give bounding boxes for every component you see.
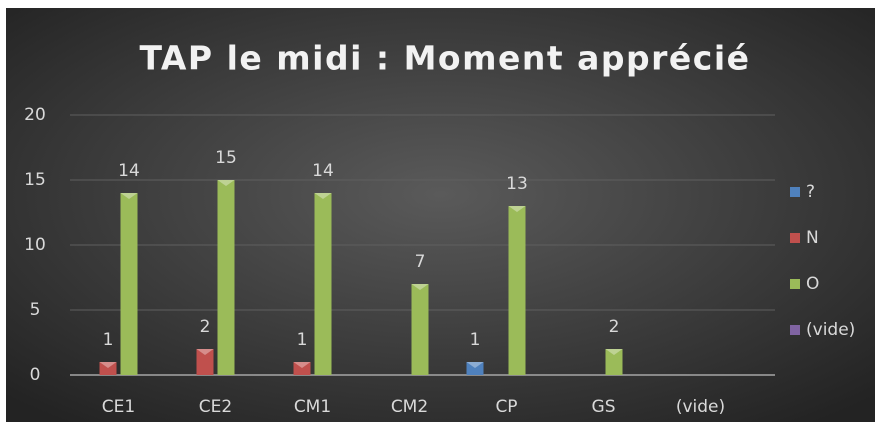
legend-label: ? [806, 182, 815, 202]
legend-label: O [806, 274, 819, 294]
legend-swatch [790, 325, 800, 335]
data-label: 1 [470, 330, 481, 350]
data-label: 2 [609, 317, 620, 337]
bar [411, 284, 429, 375]
x-tick-label: CE2 [199, 397, 232, 417]
bar [99, 362, 117, 375]
data-label: 1 [103, 330, 114, 350]
x-tick-label: CM2 [391, 397, 428, 417]
legend-label: (vide) [806, 320, 855, 340]
data-label: 2 [200, 317, 211, 337]
y-tick-label: 10 [24, 235, 46, 255]
legend-label: N [806, 228, 819, 248]
bar-bevel [508, 206, 526, 212]
bar-bevel [466, 362, 484, 368]
y-tick-label: 15 [24, 170, 46, 190]
y-tick-label: 20 [24, 105, 46, 125]
x-tick-label: (vide) [676, 397, 725, 417]
bar [217, 180, 235, 375]
legend-swatch [790, 187, 800, 197]
data-label: 14 [118, 161, 140, 181]
bar-bevel [196, 349, 214, 355]
data-label: 14 [312, 161, 334, 181]
bar [508, 206, 526, 375]
x-tick-label: CM1 [294, 397, 331, 417]
bar-bevel [293, 362, 311, 368]
legend-swatch [790, 279, 800, 289]
bar-bevel [411, 284, 429, 290]
bar [466, 362, 484, 375]
bar-bevel [217, 180, 235, 186]
bar-bevel [120, 193, 138, 199]
x-tick-label: CE1 [102, 397, 135, 417]
chart-title: TAP le midi : Moment apprécié [139, 39, 750, 78]
bar [196, 349, 214, 375]
data-label: 13 [506, 174, 528, 194]
x-tick-label: CP [495, 397, 517, 417]
bar-bevel [99, 362, 117, 368]
x-tick-label: GS [592, 397, 616, 417]
chart-background [6, 8, 875, 422]
bar [293, 362, 311, 375]
bar [605, 349, 623, 375]
legend-swatch [790, 233, 800, 243]
bar-bevel [605, 349, 623, 355]
bar-bevel [314, 193, 332, 199]
data-label: 15 [215, 148, 237, 168]
y-tick-label: 0 [30, 365, 41, 385]
data-label: 1 [297, 330, 308, 350]
bar [314, 193, 332, 375]
y-tick-label: 5 [30, 300, 41, 320]
data-label: 7 [415, 252, 426, 272]
bar [120, 193, 138, 375]
